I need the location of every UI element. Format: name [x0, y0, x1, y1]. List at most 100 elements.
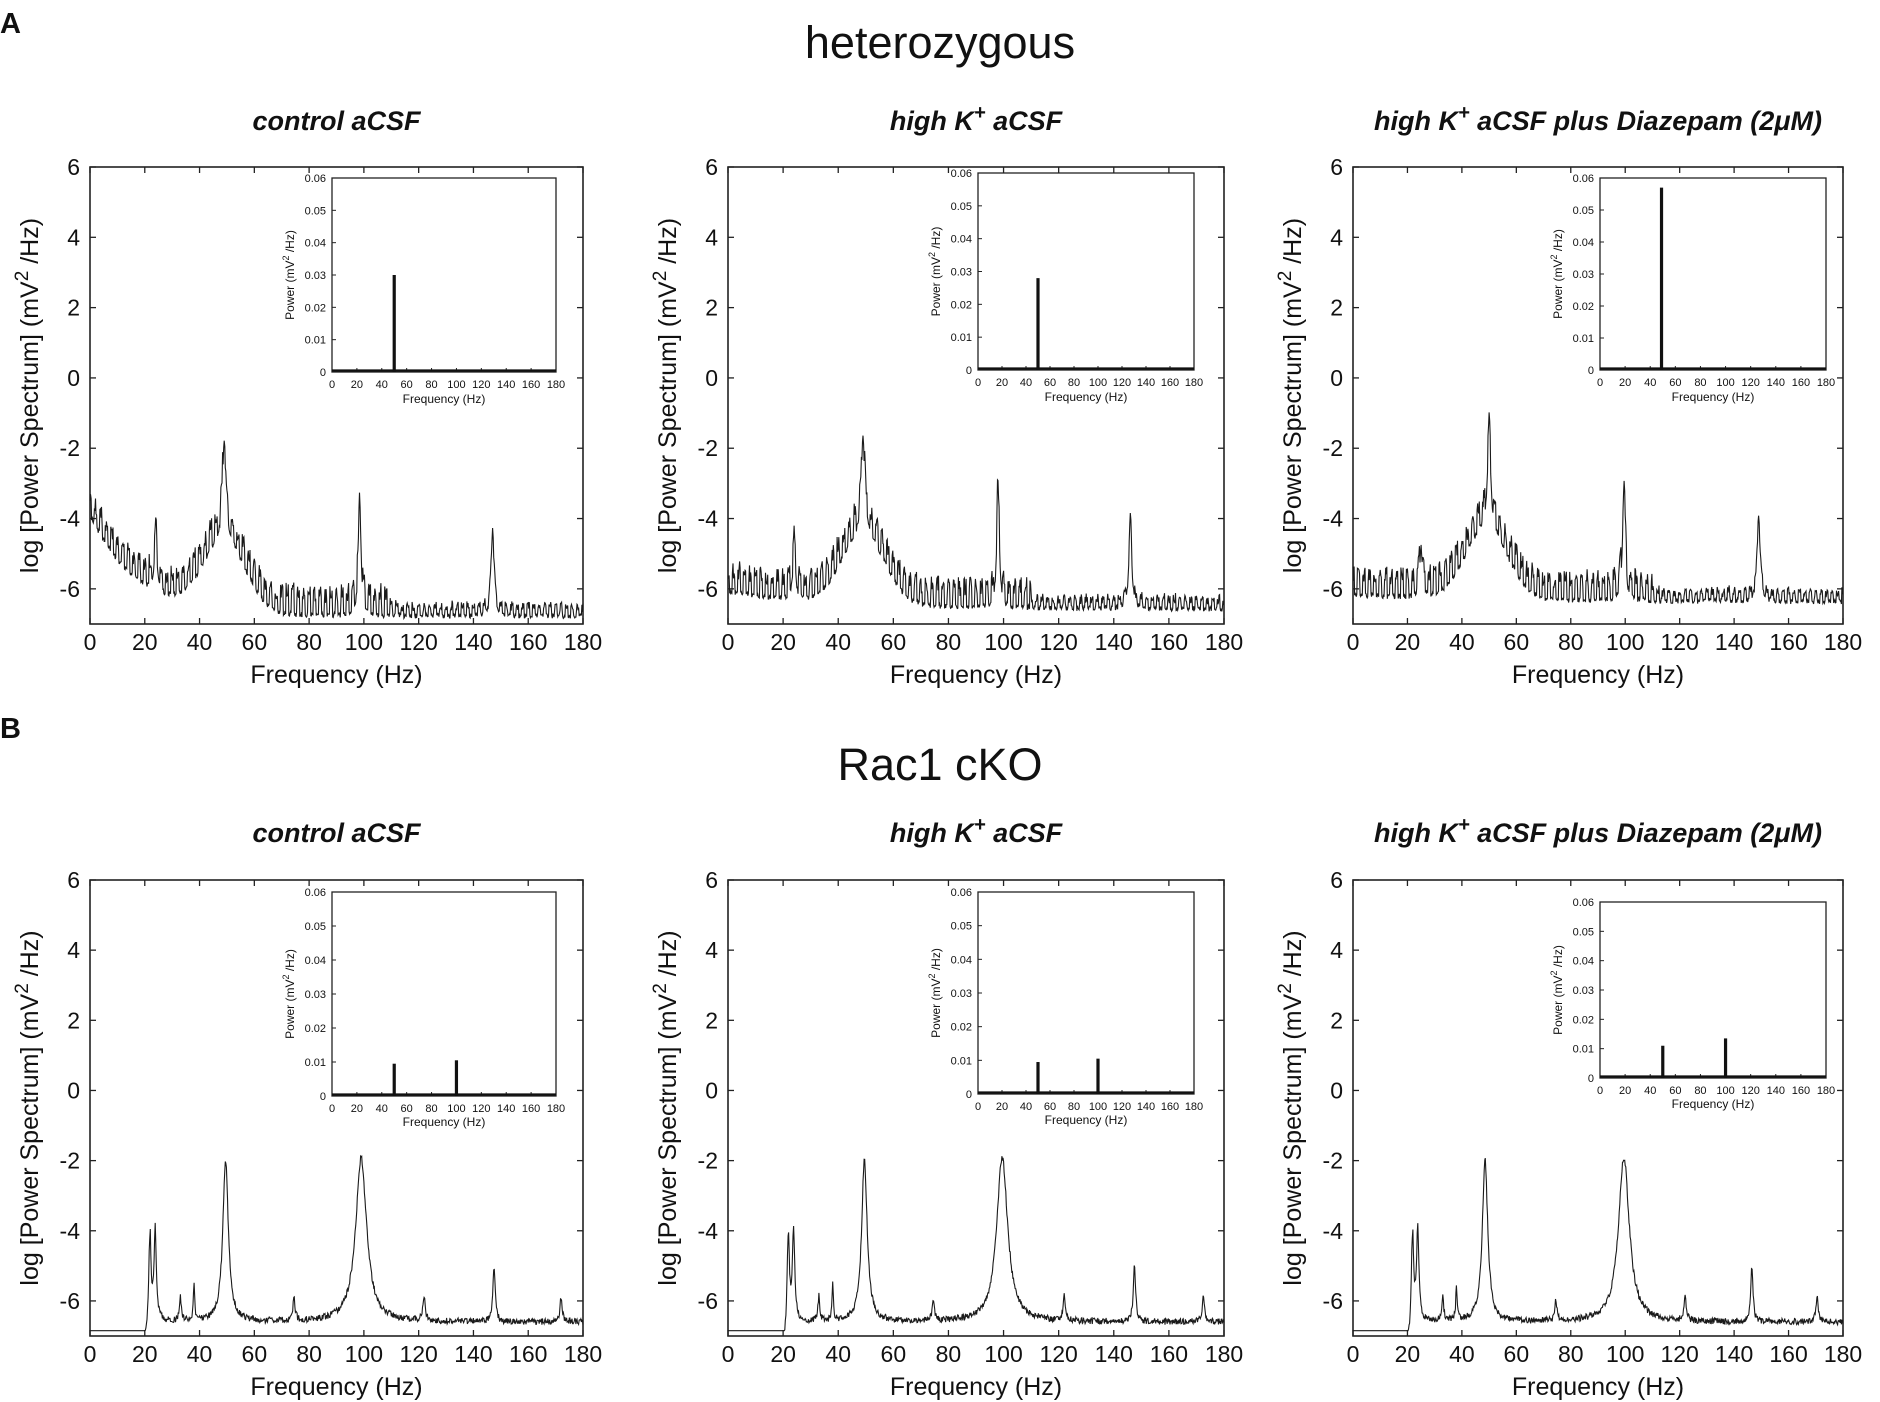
y-axis-label-part: /Hz) [16, 218, 44, 271]
x-tick-label: 100 [345, 1341, 383, 1367]
inset-y-tick-label: 0.02 [1573, 1014, 1594, 1026]
inset-x-axis-label: Frequency (Hz) [1045, 390, 1128, 404]
y-tick-label: -2 [1323, 1148, 1343, 1174]
inset-x-tick-label: 100 [1089, 1101, 1107, 1113]
y-tick-label: -6 [1323, 1288, 1343, 1314]
y-axis-label-superscript: 2 [650, 271, 671, 282]
y-tick-label: 6 [67, 867, 80, 893]
chart-title-part: aCSF [986, 106, 1064, 136]
chart-1-3: high K+ aCSF plus Diazepam (2μM)0 20 40 60 8… [1275, 102, 1863, 689]
x-tick-label: 120 [1660, 629, 1698, 655]
x-tick-label: 0 [722, 1341, 735, 1367]
x-tick-label: 100 [1606, 629, 1644, 655]
inset-y-axis-label-part: /Hz) [283, 230, 297, 255]
inset-x-tick-label: 160 [522, 379, 540, 391]
x-tick-label: 0 [84, 1341, 97, 1367]
inset-y-tick-label: 0 [1588, 1073, 1594, 1085]
inset-x-tick-label: 0 [1597, 1085, 1603, 1097]
y-axis-label-part: log [Power Spectrum] (mV [16, 281, 44, 573]
inset-x-tick-label: 100 [1089, 377, 1107, 389]
inset-x-tick-label: 100 [1716, 377, 1734, 389]
x-tick-label: 140 [1715, 1341, 1753, 1367]
inset-y-axis-label-part: Power (mV [929, 257, 943, 316]
inset-x-tick-label: 120 [1113, 1101, 1131, 1113]
chart-title: high K+ aCSF [890, 814, 1064, 848]
plot-frame [727, 166, 1225, 625]
inset-y-axis-label-superscript: 2 [927, 252, 937, 257]
y-axis-label-part: log [Power Spectrum] (mV [16, 993, 44, 1285]
y-tick-label: -6 [60, 576, 80, 602]
chart-title-part: high K [890, 818, 976, 848]
inset-x-tick-label: 40 [1644, 1085, 1656, 1097]
spectrum-line [1353, 1157, 1844, 1332]
inset-x-tick-label: 40 [1020, 377, 1032, 389]
y-tick-label: 4 [67, 224, 80, 250]
inset-x-tick-label: 160 [1792, 1085, 1810, 1097]
chart-2-3: high K+ aCSF plus Diazepam (2μM)0 20 40 60 8… [1275, 814, 1863, 1401]
inset-x-tick-label: 60 [1669, 1085, 1681, 1097]
inset-y-axis-label-part: /Hz) [1551, 229, 1565, 254]
x-tick-label: 80 [1558, 629, 1584, 655]
y-tick-label: -4 [60, 506, 81, 532]
inset-y-tick-label: 0.02 [951, 299, 972, 311]
inset-chart: 0 20 40 60 80 100 120 140 160 1800.060.050.040.03… [927, 887, 1203, 1127]
inset-x-tick-label: 60 [401, 379, 413, 391]
inset-y-axis-label-part: /Hz) [929, 227, 943, 252]
inset-y-tick-label: 0.05 [1573, 205, 1594, 217]
y-tick-label: -4 [698, 506, 719, 532]
inset-x-tick-label: 140 [1767, 377, 1785, 389]
chart-title-part: high K [890, 106, 976, 136]
inset-x-tick-label: 120 [472, 379, 490, 391]
x-axis-label: Frequency (Hz) [890, 1373, 1062, 1401]
inset-y-axis-label-superscript: 2 [281, 974, 291, 979]
y-axis-label-part: log [Power Spectrum] (mV [1279, 993, 1307, 1285]
inset-x-tick-label: 180 [1817, 377, 1835, 389]
x-tick-label: 100 [984, 1341, 1022, 1367]
inset-y-tick-label: 0.06 [951, 168, 972, 180]
x-tick-label: 60 [1504, 1341, 1530, 1367]
inset-y-tick-label: 0.01 [1573, 333, 1594, 345]
panel-title: heterozygous [805, 17, 1075, 68]
inset-x-tick-label: 80 [1694, 377, 1706, 389]
chart-title: high K+ aCSF [890, 102, 1064, 136]
chart-title: control aCSF [252, 106, 422, 136]
y-axis-label-part: log [Power Spectrum] (mV [654, 281, 682, 573]
x-tick-label: 60 [881, 1341, 907, 1367]
x-tick-label: 80 [936, 1341, 962, 1367]
inset-x-axis-label: Frequency (Hz) [1672, 1097, 1755, 1111]
x-tick-label: 20 [1395, 1341, 1421, 1367]
y-tick-label: 2 [1330, 295, 1343, 321]
y-tick-label: -4 [60, 1218, 81, 1244]
chart-title-superscript: + [974, 102, 986, 124]
inset-x-tick-label: 120 [1741, 1085, 1759, 1097]
chart-title: high K+ aCSF plus Diazepam (2μM) [1374, 102, 1822, 136]
x-tick-label: 180 [564, 629, 602, 655]
inset-y-axis-label-superscript: 2 [927, 973, 937, 978]
plot-frame [1352, 879, 1844, 1337]
x-tick-label: 80 [296, 629, 322, 655]
y-tick-label: 0 [1330, 365, 1343, 391]
x-axis-label: Frequency (Hz) [890, 661, 1062, 689]
inset-y-tick-label: 0.01 [305, 335, 326, 347]
y-tick-label: 6 [705, 867, 718, 893]
inset-x-tick-label: 60 [1669, 377, 1681, 389]
y-tick-label: -2 [1323, 435, 1343, 461]
inset-y-axis-label: Power (mV2 /Hz) [1549, 945, 1565, 1035]
x-tick-label: 160 [1150, 629, 1188, 655]
x-axis-label: Frequency (Hz) [250, 661, 422, 689]
inset-y-tick-label: 0.05 [305, 205, 326, 217]
inset-x-tick-label: 140 [1767, 1085, 1785, 1097]
y-axis-label-part: log [Power Spectrum] (mV [654, 993, 682, 1285]
inset-x-tick-label: 40 [376, 1103, 388, 1115]
inset-x-tick-label: 180 [1185, 377, 1203, 389]
inset-frame [331, 177, 557, 373]
y-tick-label: 4 [1330, 937, 1343, 963]
x-tick-label: 160 [1769, 1341, 1807, 1367]
x-tick-label: 80 [1558, 1341, 1584, 1367]
chart-title-superscript: + [1458, 814, 1470, 836]
x-tick-label: 60 [242, 629, 268, 655]
x-tick-label: 120 [1039, 629, 1077, 655]
x-tick-label: 40 [825, 629, 851, 655]
inset-x-tick-label: 0 [975, 1101, 981, 1113]
